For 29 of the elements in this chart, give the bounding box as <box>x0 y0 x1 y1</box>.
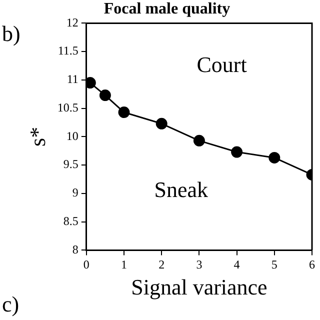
chart-title: Focal male quality <box>104 0 230 18</box>
point <box>118 106 130 118</box>
point <box>231 146 243 158</box>
annotation: Court <box>196 52 247 78</box>
x-tick-label: 6 <box>309 258 315 272</box>
y-tick-label: 9.5 <box>63 157 78 172</box>
text: b) <box>2 20 20 46</box>
point <box>268 152 280 164</box>
x-tick-label: 4 <box>234 258 240 272</box>
point <box>193 134 205 146</box>
y-axis-title: s* <box>24 126 50 146</box>
y-tick-label: 9 <box>72 186 78 200</box>
x-tick-label: 3 <box>196 258 202 272</box>
point <box>156 118 168 130</box>
y-tick-label: 11 <box>66 72 78 86</box>
y-tick-label: 8 <box>72 242 78 256</box>
x-tick-label: 2 <box>158 258 165 272</box>
annotation: Sneak <box>154 176 208 202</box>
text: c) <box>2 291 20 316</box>
y-tick-label: 12 <box>66 15 78 30</box>
x-axis-title: Signal variance <box>131 274 268 300</box>
y-tick-label: 10.5 <box>57 100 78 114</box>
y-tick-label: 10 <box>66 128 78 143</box>
y-tick-label: 8.5 <box>63 214 78 228</box>
point <box>99 90 111 102</box>
x-tick-label: 5 <box>271 258 278 272</box>
x-tick-label: 1 <box>121 258 127 272</box>
y-tick-label: 11.5 <box>58 44 78 58</box>
x-tick-label: 0 <box>83 258 90 272</box>
